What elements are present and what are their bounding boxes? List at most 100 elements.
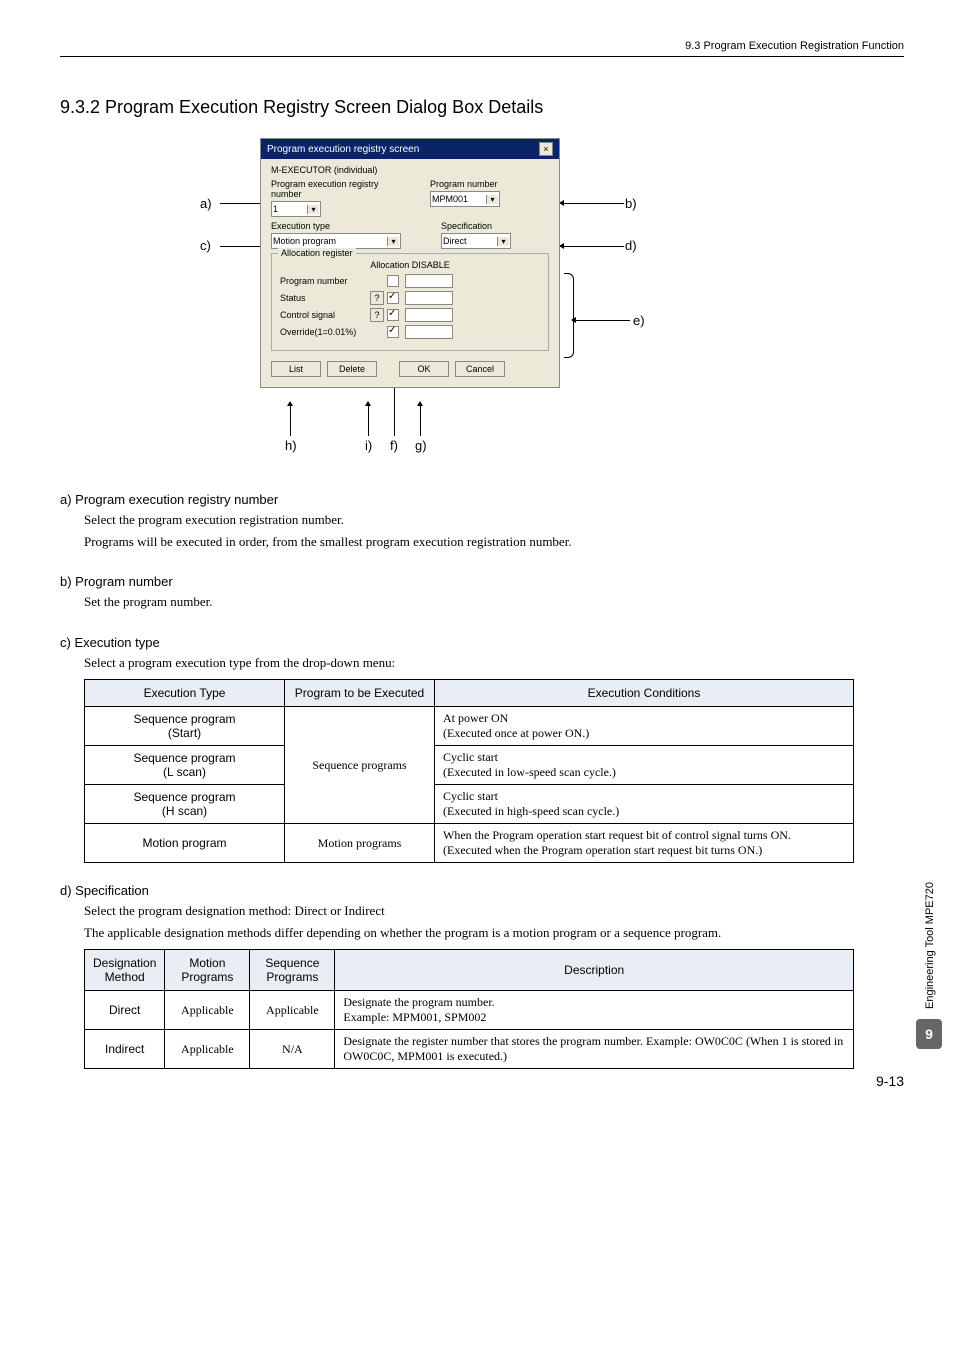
close-icon[interactable]: × (539, 142, 553, 156)
spec-select[interactable]: Direct ▾ (441, 233, 511, 249)
cell-text: Sequence program (133, 751, 235, 765)
checkbox[interactable] (387, 326, 399, 338)
td: Sequence programs (285, 707, 435, 824)
cell-text: (H scan) (162, 804, 207, 818)
td: When the Program operation start request… (435, 824, 854, 863)
exec-value: Motion program (273, 236, 336, 246)
callout-line (420, 406, 421, 436)
table-row: Motion program Motion programs When the … (85, 824, 854, 863)
callout-c: c) (200, 238, 211, 253)
td: Cyclic start (Executed in high-speed sca… (435, 785, 854, 824)
callout-bracket (564, 273, 574, 358)
callout-a: a) (200, 196, 212, 211)
alloc-input[interactable] (405, 325, 453, 339)
td: Applicable (165, 1030, 250, 1069)
cell-text: Cyclic start (443, 750, 498, 764)
checkbox[interactable] (387, 292, 399, 304)
callout-line (564, 246, 624, 247)
cell-text: (Executed in low-speed scan cycle.) (443, 765, 616, 779)
table-row: Sequence program (Start) Sequence progra… (85, 707, 854, 746)
callout-line (576, 320, 630, 321)
dialog-buttons: List Delete OK Cancel (271, 361, 549, 377)
td: Sequence program (H scan) (85, 785, 285, 824)
list-button[interactable]: List (271, 361, 321, 377)
alloc-row: Override(1=0.01%) (280, 325, 540, 339)
reg-value: 1 (273, 204, 278, 214)
chevron-down-icon: ▾ (497, 237, 509, 246)
td: Direct (85, 991, 165, 1030)
callout-g: g) (415, 438, 427, 453)
th: Execution Type (85, 680, 285, 707)
reg-label: Program execution registry number (271, 179, 390, 199)
exec-select[interactable]: Motion program ▾ (271, 233, 401, 249)
td: Designate the program number. Example: M… (335, 991, 854, 1030)
td: Indirect (85, 1030, 165, 1069)
alloc-sub: Allocation DISABLE (280, 260, 540, 270)
spec-value: Direct (443, 236, 467, 246)
section-title: 9.3.2 Program Execution Registry Screen … (60, 97, 904, 118)
alloc-label: Override(1=0.01%) (280, 327, 370, 337)
section-d-text: The applicable designation methods diffe… (84, 924, 904, 942)
dialog-titlebar: Program execution registry screen × (261, 139, 559, 159)
alloc-label: Control signal (280, 310, 370, 320)
dialog-window: Program execution registry screen × M-EX… (260, 138, 560, 388)
alloc-input[interactable] (405, 308, 453, 322)
breadcrumb: 9.3 Program Execution Registration Funct… (685, 40, 904, 52)
chapter-badge: 9 (916, 1019, 942, 1049)
alloc-row: Status ? (280, 291, 540, 305)
alloc-input[interactable] (405, 291, 453, 305)
callout-line (220, 203, 260, 204)
checkbox[interactable] (387, 275, 399, 287)
table-row: Sequence program (H scan) Cyclic start (… (85, 785, 854, 824)
alloc-row: Control signal ? (280, 308, 540, 322)
specification-table: Designation Method Motion Programs Seque… (84, 949, 854, 1069)
td: Cyclic start (Executed in low-speed scan… (435, 746, 854, 785)
section-a-heading: a) Program execution registry number (60, 492, 904, 507)
section-c-heading: c) Execution type (60, 635, 904, 650)
alloc-legend: Allocation register (278, 248, 356, 258)
ok-button[interactable]: OK (399, 361, 449, 377)
td: At power ON (Executed once at power ON.) (435, 707, 854, 746)
side-label: Engineering Tool MPE720 (924, 882, 936, 1009)
exec-label: Execution type (271, 221, 401, 231)
cell-text: Sequence program (133, 790, 235, 804)
prog-select[interactable]: MPM001▾ (430, 191, 500, 207)
help-icon[interactable]: ? (370, 308, 384, 322)
cell-text: Sequence program (133, 712, 235, 726)
reg-select[interactable]: 1▾ (271, 201, 321, 217)
dialog-figure: a) c) b) d) e) h) i) f) g) Program execu… (60, 138, 904, 478)
prog-value: MPM001 (432, 194, 468, 204)
cell-text: (Executed once at power ON.) (443, 726, 589, 740)
cell-text: Cyclic start (443, 789, 498, 803)
cancel-button[interactable]: Cancel (455, 361, 505, 377)
alloc-fieldset: Allocation register Allocation DISABLE P… (271, 253, 549, 351)
section-b-text: Set the program number. (84, 593, 904, 611)
alloc-input[interactable] (405, 274, 453, 288)
callout-line (368, 406, 369, 436)
th: Description (335, 950, 854, 991)
callout-e: e) (633, 313, 645, 328)
cell-text: Designate the program number. (343, 995, 494, 1009)
section-b-heading: b) Program number (60, 574, 904, 589)
td: Designate the register number that store… (335, 1030, 854, 1069)
checkbox[interactable] (387, 309, 399, 321)
callout-f: f) (390, 438, 398, 453)
table-row: Direct Applicable Applicable Designate t… (85, 991, 854, 1030)
alloc-label: Program number (280, 276, 370, 286)
td: Applicable (165, 991, 250, 1030)
cell-text: (L scan) (163, 765, 206, 779)
section-d-text: Select the program designation method: D… (84, 902, 904, 920)
cell-text: (Start) (168, 726, 201, 740)
execution-type-table: Execution Type Program to be Executed Ex… (84, 679, 854, 863)
callout-h: h) (285, 438, 297, 453)
help-icon[interactable]: ? (370, 291, 384, 305)
page-number: 9-13 (876, 1073, 904, 1089)
delete-button[interactable]: Delete (327, 361, 377, 377)
callout-b: b) (625, 196, 637, 211)
callout-line (564, 203, 624, 204)
dialog-subtitle: M-EXECUTOR (individual) (271, 165, 549, 175)
cell-text: (Executed when the Program operation sta… (443, 843, 762, 857)
dialog-body: M-EXECUTOR (individual) Program executio… (261, 159, 559, 387)
chevron-down-icon: ▾ (387, 237, 399, 246)
prog-label: Program number (430, 179, 549, 189)
